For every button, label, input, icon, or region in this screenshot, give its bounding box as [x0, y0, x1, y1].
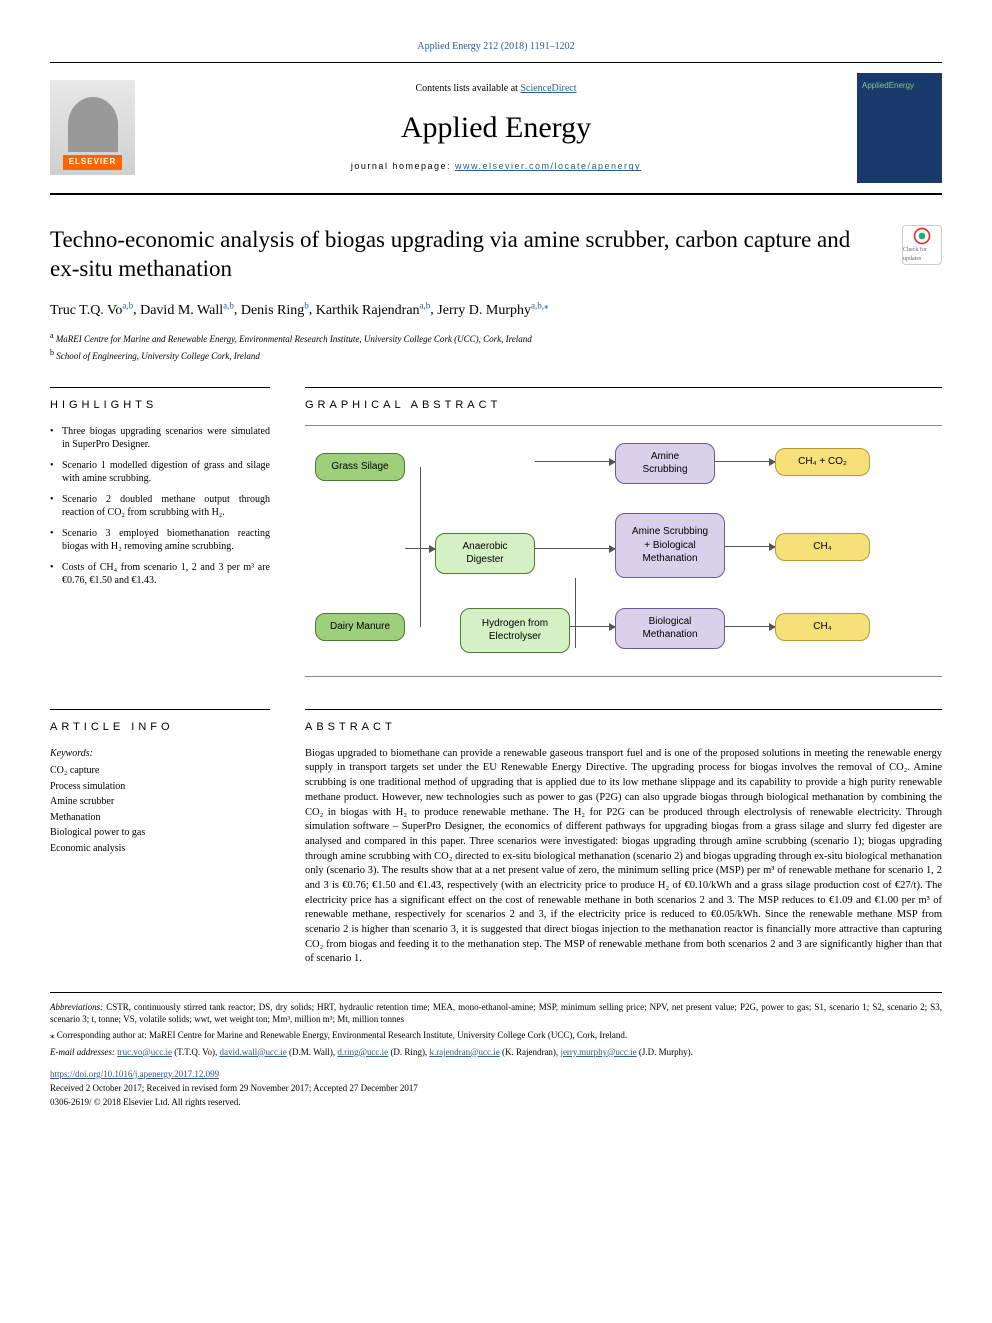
- sciencedirect-link[interactable]: ScienceDirect: [520, 83, 576, 94]
- affil-link[interactable]: b: [304, 300, 309, 310]
- diagram-node-amine2: Amine Scrubbing + Biological Methanation: [615, 513, 725, 578]
- journal-cover-thumbnail: AppliedEnergy: [857, 73, 942, 183]
- email-link[interactable]: david.wall@ucc.ie: [220, 1047, 287, 1057]
- highlights-heading: HIGHLIGHTS: [50, 387, 270, 413]
- contents-available: Contents lists available at ScienceDirec…: [135, 82, 857, 96]
- diagram-arrow: [535, 461, 615, 462]
- article-info-heading: ARTICLE INFO: [50, 709, 270, 735]
- author: Jerry D. Murphya,b,⁎: [437, 303, 548, 318]
- check-updates-label: Check for updates: [903, 246, 941, 262]
- diagram-connector: [420, 467, 421, 627]
- highlights-list: Three biogas upgrading scenarios were si…: [50, 425, 270, 588]
- diagram-arrow: [535, 548, 615, 549]
- check-updates-badge[interactable]: Check for updates: [902, 225, 942, 265]
- journal-homepage: journal homepage: www.elsevier.com/locat…: [135, 160, 857, 172]
- article-title: Techno-economic analysis of biogas upgra…: [50, 225, 882, 285]
- author-list: Truc T.Q. Voa,b, David M. Walla,b, Denis…: [50, 299, 942, 321]
- diagram-arrow: [725, 546, 775, 547]
- keyword: Amine scrubber: [50, 795, 270, 809]
- abbreviations-footnote: Abbreviations: CSTR, continuously stirre…: [50, 1001, 942, 1025]
- email-link[interactable]: d.ring@ucc.ie: [337, 1047, 388, 1057]
- graphical-abstract-diagram: Grass Silage Anaerobic Digester Dairy Manu…: [305, 438, 942, 668]
- author: Denis Ringb: [241, 303, 309, 318]
- keyword: Methanation: [50, 811, 270, 825]
- affil-link[interactable]: a,b: [420, 300, 431, 310]
- doi-link[interactable]: https://doi.org/10.1016/j.apenergy.2017.…: [50, 1068, 942, 1080]
- highlight-item: Scenario 3 employed biomethanation react…: [50, 527, 270, 554]
- elsevier-logo: ELSEVIER: [50, 80, 135, 175]
- check-updates-icon: [912, 226, 932, 246]
- diagram-arrow: [725, 626, 775, 627]
- journal-name: Applied Energy: [135, 108, 857, 149]
- diagram-node-h2: Hydrogen from Electrolyser: [460, 608, 570, 653]
- affil-link[interactable]: a,b,: [531, 300, 544, 310]
- author: David M. Walla,b: [140, 303, 234, 318]
- diagram-node-out1: CH₄ + CO₂: [775, 448, 870, 476]
- received-dates: Received 2 October 2017; Received in rev…: [50, 1082, 942, 1094]
- highlight-item: Scenario 1 modelled digestion of grass a…: [50, 459, 270, 486]
- diagram-node-amine1: Amine Scrubbing: [615, 443, 715, 484]
- abstract-text: Biogas upgraded to biomethane can provid…: [305, 747, 942, 967]
- elsevier-label: ELSEVIER: [63, 155, 123, 170]
- diagram-node-out3: CH₄: [775, 613, 870, 641]
- diagram-node-digester: Anaerobic Digester: [435, 533, 535, 574]
- journal-header: ELSEVIER Contents lists available at Sci…: [50, 62, 942, 195]
- diagram-arrow: [715, 461, 775, 462]
- diagram-node-grass: Grass Silage: [315, 453, 405, 481]
- graphical-abstract-heading: GRAPHICAL ABSTRACT: [305, 387, 942, 413]
- keyword: Economic analysis: [50, 842, 270, 856]
- diagram-node-dairy: Dairy Manure: [315, 613, 405, 641]
- affiliation: a MaREI Centre for Marine and Renewable …: [50, 331, 942, 345]
- keyword: CO₂ capture: [50, 764, 270, 778]
- keywords-list: CO₂ capture Process simulationAmine scrub…: [50, 764, 270, 855]
- email-link[interactable]: truc.vo@ucc.ie: [117, 1047, 172, 1057]
- citation: Applied Energy 212 (2018) 1191–1202: [50, 40, 942, 54]
- highlight-item: Three biogas upgrading scenarios were si…: [50, 425, 270, 452]
- diagram-connector: [575, 578, 576, 648]
- keywords-label: Keywords:: [50, 747, 270, 761]
- homepage-link[interactable]: www.elsevier.com/locate/apenergy: [455, 161, 641, 171]
- keyword: Process simulation: [50, 780, 270, 794]
- author: Karthik Rajendrana,b: [316, 303, 431, 318]
- diagram-node-out2: CH₄: [775, 533, 870, 561]
- affil-link[interactable]: a,b: [122, 300, 133, 310]
- copyright: 0306-2619/ © 2018 Elsevier Ltd. All righ…: [50, 1096, 942, 1108]
- affiliation: b School of Engineering, University Coll…: [50, 348, 942, 362]
- highlight-item: Costs of CH₄ from scenario 1, 2 and 3 pe…: [50, 561, 270, 588]
- abstract-heading: ABSTRACT: [305, 709, 942, 735]
- affil-link[interactable]: a,b: [223, 300, 234, 310]
- corresponding-author-footnote: ⁎ Corresponding author at: MaREI Centre …: [50, 1029, 942, 1041]
- email-footnote: E-mail addresses: truc.vo@ucc.ie (T.T.Q.…: [50, 1046, 942, 1058]
- diagram-arrow: [405, 548, 435, 549]
- author: Truc T.Q. Voa,b: [50, 303, 133, 318]
- keyword: Biological power to gas: [50, 826, 270, 840]
- highlight-item: Scenario 2 doubled methane output throug…: [50, 493, 270, 520]
- email-link[interactable]: k.rajendran@ucc.ie: [429, 1047, 499, 1057]
- diagram-node-biometh: Biological Methanation: [615, 608, 725, 649]
- email-link[interactable]: jerry.murphy@ucc.ie: [560, 1047, 636, 1057]
